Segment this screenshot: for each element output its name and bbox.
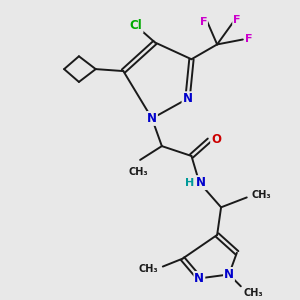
- Text: F: F: [233, 15, 241, 25]
- Text: N: N: [182, 92, 193, 105]
- Text: F: F: [200, 17, 207, 27]
- Text: N: N: [196, 176, 206, 189]
- Text: N: N: [194, 272, 204, 285]
- Text: O: O: [211, 133, 221, 146]
- Text: CH₃: CH₃: [252, 190, 271, 200]
- Text: F: F: [245, 34, 253, 44]
- Text: H: H: [185, 178, 194, 188]
- Text: N: N: [147, 112, 157, 125]
- Text: CH₃: CH₃: [138, 263, 158, 274]
- Text: CH₃: CH₃: [244, 288, 263, 298]
- Text: N: N: [224, 268, 234, 281]
- Text: CH₃: CH₃: [128, 167, 148, 177]
- Text: Cl: Cl: [130, 19, 142, 32]
